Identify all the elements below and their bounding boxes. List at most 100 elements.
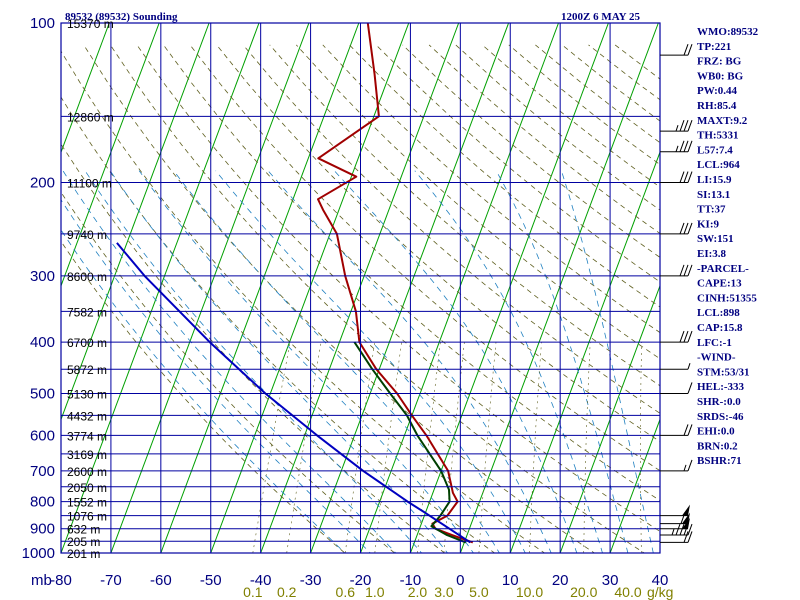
barb-flag [687, 330, 693, 343]
pressure-unit-label: mb [31, 572, 52, 589]
pressure-tick-label: 800 [30, 494, 55, 511]
barb-flag [679, 140, 685, 152]
mixing-ratio-label: 1.0 [365, 584, 385, 600]
stat-line: SHR-:0.0 [697, 396, 741, 408]
wind-barb [660, 459, 693, 472]
moist-adiabat-line [62, 170, 397, 553]
plot-area [0, 23, 660, 553]
isotherm-line [559, 284, 660, 553]
barb-flag [675, 523, 681, 536]
mixing-ratio-label: 0.2 [277, 584, 297, 600]
plot-frame [60, 22, 661, 554]
barb-pennant [682, 504, 690, 516]
barb-half [687, 363, 691, 370]
dry-adiabat-line [349, 44, 660, 308]
height-label: 5130 m [67, 387, 107, 401]
stat-line: RH:85.4 [697, 100, 737, 112]
temperature-tick-label: -60 [150, 572, 172, 589]
barb-flag [687, 264, 693, 277]
dry-adiabat-line [216, 44, 660, 443]
height-label: 205 m [67, 535, 100, 549]
temperature-tick-label: -40 [250, 572, 272, 589]
pressure-tick-label: 200 [30, 175, 55, 192]
stat-line: SW:151 [697, 233, 734, 245]
stat-line: LCL:964 [697, 159, 740, 171]
dewpoint-profile [353, 341, 467, 544]
dry-adiabat-line [61, 96, 496, 553]
barb-flag [680, 512, 686, 524]
stat-line: TT:37 [697, 204, 726, 216]
moist-adiabat-line [84, 170, 423, 553]
barb-flag [687, 531, 693, 543]
height-label: 12860 m [67, 110, 114, 124]
isotherm-line [61, 23, 210, 421]
stat-line: WB0: BG [697, 70, 744, 82]
wind-barbs [660, 43, 693, 543]
wind-barb [660, 120, 693, 132]
height-label: 3774 m [67, 429, 107, 443]
mixing-ratio-line [374, 342, 402, 553]
moist-adiabat-line [138, 170, 474, 553]
pressure-tick-label: 900 [30, 521, 55, 538]
temperature-tick-label: 20 [552, 572, 569, 589]
wind-barb [660, 43, 693, 56]
stat-line: LI:15.9 [697, 174, 732, 186]
stat-line: KI:9 [697, 218, 720, 230]
height-label: 2050 m [67, 481, 107, 495]
barb-flag [683, 43, 689, 56]
wind-barb [660, 330, 693, 343]
isotherm-line [260, 23, 460, 553]
stat-line: CAP:15.8 [697, 322, 743, 334]
mixing-ratio-line [286, 342, 322, 553]
pressure-tick-label: 700 [30, 463, 55, 480]
moist-adiabat-line [334, 170, 578, 553]
moist-adiabat-line [414, 170, 603, 553]
isotherm-line [459, 23, 659, 553]
stat-line: L57:7.4 [697, 144, 733, 156]
barb-flag [683, 531, 689, 543]
stat-line: BSHR:71 [697, 455, 742, 467]
stat-line: TH:5331 [697, 130, 739, 142]
stat-line: SRDS:-46 [697, 411, 744, 423]
mixing-ratio-line [478, 342, 497, 553]
barb-flag [679, 523, 685, 536]
temperature-tick-label: -10 [400, 572, 422, 589]
moist-adiabat-line [215, 170, 526, 553]
wind-barb [660, 222, 693, 235]
isotherm-line [61, 23, 260, 553]
stat-line: CAPE:13 [697, 278, 742, 290]
pressure-tick-label: 500 [30, 385, 55, 402]
barb-flag [679, 330, 685, 343]
stat-line: LCL:898 [697, 307, 740, 319]
height-label: 1076 m [67, 510, 107, 524]
barb-flag [679, 120, 685, 132]
isotherm-line [160, 23, 360, 553]
temperature-tick-label: -50 [200, 572, 222, 589]
barb-flag [687, 140, 693, 152]
height-label: 1552 m [67, 496, 107, 510]
stat-line: MAXT:9.2 [697, 115, 748, 127]
barb-half [671, 528, 675, 536]
wind-barb [660, 531, 693, 543]
parcel-profile [116, 242, 471, 544]
height-label: 632 m [67, 523, 100, 537]
mixing-ratio-line [252, 342, 291, 553]
wind-barb [660, 382, 693, 394]
isotherm-line [0, 23, 9, 553]
mixing-ratio-label: 10.0 [516, 584, 543, 600]
barb-flag [687, 43, 693, 56]
isotherm-line [609, 417, 660, 553]
temperature-profile [317, 23, 474, 544]
moist-adiabat-line [61, 199, 371, 553]
moist-adiabat-line [561, 170, 654, 553]
barb-flag [687, 424, 693, 436]
dry-adiabat-line [61, 240, 346, 553]
wind-barb [660, 424, 693, 436]
mixing-ratio-label: 0.6 [336, 584, 356, 600]
temperature-tick-label: 0 [456, 572, 464, 589]
stat-line: TP:221 [697, 41, 731, 53]
mixing-ratio-label: 2.0 [408, 584, 428, 600]
stat-line: EHI:0.0 [697, 426, 735, 438]
stat-line: SI:13.1 [697, 189, 730, 201]
